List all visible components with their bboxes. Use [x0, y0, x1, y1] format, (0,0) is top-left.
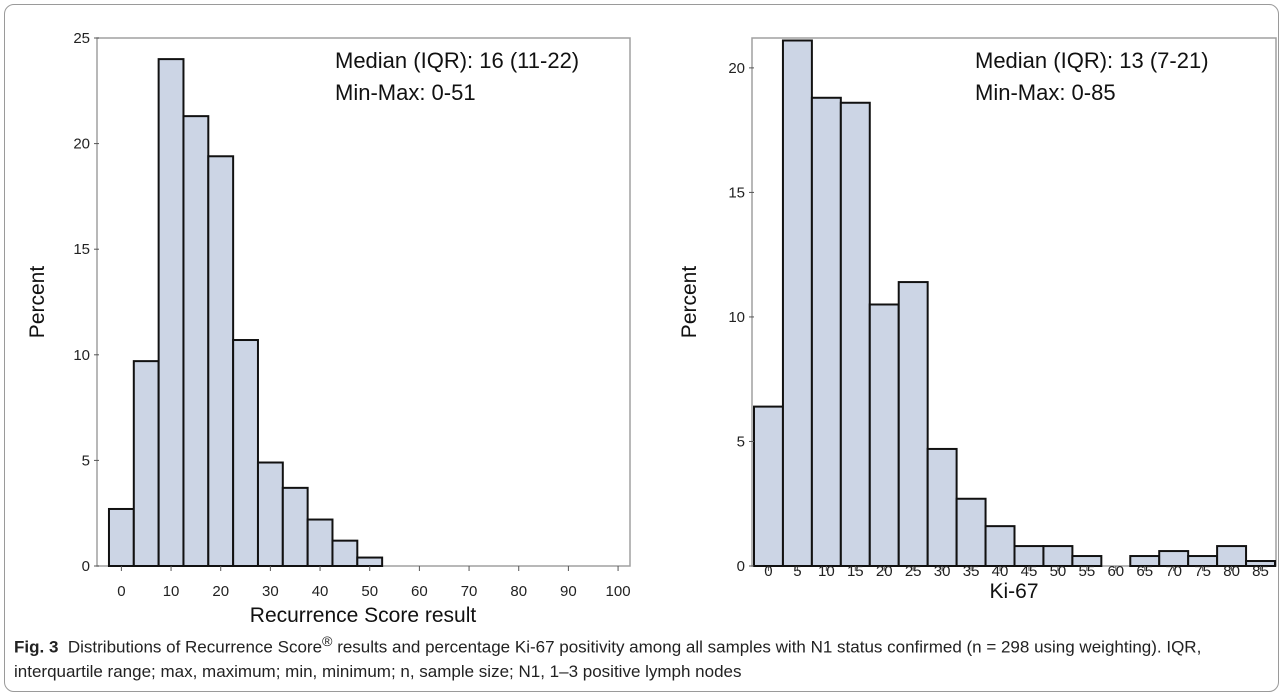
x-axis-title: Ki-67: [989, 580, 1038, 603]
y-tick-label: 5: [737, 433, 745, 450]
y-tick-label: 0: [82, 558, 90, 575]
x-tick-label: 40: [992, 563, 1009, 580]
histogram-bar: [232, 339, 259, 567]
histogram-bar: [356, 556, 384, 568]
x-tick-label: 65: [1136, 563, 1153, 580]
x-tick-label: 5: [793, 563, 801, 580]
histogram-bar: [781, 39, 813, 568]
y-tick-label: 15: [728, 184, 745, 201]
histogram-bar: [984, 525, 1016, 567]
histogram-bar: [753, 405, 784, 567]
annotation-min-max: Min-Max: 0-85: [975, 80, 1116, 105]
x-tick-label: 35: [963, 563, 980, 580]
x-tick-label: 80: [510, 583, 527, 600]
x-tick-label: 10: [163, 583, 180, 600]
x-tick-label: 10: [818, 563, 835, 580]
x-tick-label: 80: [1223, 563, 1240, 580]
bars-group: [107, 58, 384, 568]
x-tick-label: 60: [1107, 563, 1124, 580]
x-tick-label: 90: [560, 583, 577, 600]
histogram-bar: [926, 447, 958, 567]
histogram-bar: [810, 96, 842, 567]
y-tick-group: 0 5 10 15 20 25: [73, 30, 99, 575]
chart-ki67: 0 5 10 15 20 25 30 35 40 45 50 55 60 65 70 75 80 85 0 5 10 1…: [678, 37, 1277, 603]
histogram-bar: [107, 507, 135, 568]
x-tick-label: 45: [1021, 563, 1038, 580]
figure-frame: [4, 4, 1279, 692]
histogram-bar: [306, 518, 334, 568]
caption-text-part1: Distributions of Recurrence Score: [67, 637, 323, 657]
histogram-bar: [132, 360, 160, 567]
figure-caption: Fig. 3 Distributions of Recurrence Score…: [14, 630, 1269, 684]
histogram-bar: [331, 539, 359, 568]
histogram-bar: [897, 281, 929, 567]
x-tick-label: 40: [312, 583, 329, 600]
x-tick-label: 0: [764, 563, 772, 580]
histogram-bar: [839, 101, 871, 567]
x-tick-label: 50: [361, 583, 378, 600]
x-tick-group: 0 5 10 15 20 25 30 35 40 45 50 55 60 65 70 75 80 85: [764, 563, 1269, 580]
histogram-bar: [207, 155, 235, 567]
y-tick-label: 0: [737, 558, 745, 575]
caption-registered-mark: ®: [322, 634, 333, 650]
x-tick-label: 100: [606, 583, 631, 600]
annotation-median-iqr: Median (IQR): 13 (7-21): [975, 48, 1209, 73]
histogram-bar: [868, 303, 900, 567]
y-tick-label: 15: [73, 241, 90, 258]
x-tick-label: 70: [461, 583, 478, 600]
x-tick-label: 25: [905, 563, 922, 580]
histogram-bar: [281, 486, 309, 567]
y-tick-group: 0 5 10 15 20: [728, 60, 754, 575]
x-tick-label: 30: [934, 563, 951, 580]
x-tick-label: 85: [1252, 563, 1269, 580]
y-tick-label: 25: [73, 30, 90, 47]
annotation-median-iqr: Median (IQR): 16 (11-22): [335, 48, 579, 73]
x-tick-label: 75: [1194, 563, 1211, 580]
y-axis-title: Percent: [678, 266, 701, 339]
y-tick-label: 20: [728, 60, 745, 77]
histogram-bar: [182, 115, 210, 567]
x-tick-label: 70: [1165, 563, 1182, 580]
caption-label: Fig. 3: [14, 637, 59, 657]
x-tick-label: 60: [411, 583, 428, 600]
x-tick-label: 20: [876, 563, 893, 580]
y-tick-label: 5: [82, 452, 90, 469]
x-tick-label: 30: [262, 583, 279, 600]
x-tick-label: 50: [1050, 563, 1067, 580]
y-tick-label: 20: [73, 136, 90, 153]
x-tick-group: 0 10 20 30 40 50 60 70 80 90 100: [117, 566, 631, 600]
histogram-bar: [256, 461, 284, 567]
x-axis-title: Recurrence Score result: [250, 604, 477, 627]
annotation-min-max: Min-Max: 0-51: [335, 80, 476, 105]
bars-group: [753, 39, 1276, 568]
x-tick-label: 20: [212, 583, 229, 600]
y-axis-title: Percent: [26, 266, 49, 339]
x-tick-label: 0: [117, 583, 125, 600]
histogram-bar: [157, 58, 185, 568]
y-tick-label: 10: [73, 347, 90, 364]
histogram-bar: [955, 497, 987, 568]
chart-recurrence-score: 0 10 20 30 40 50 60 70 80 90 100 0 5 10 15 20 25 Recurr…: [26, 30, 631, 627]
x-tick-label: 55: [1079, 563, 1096, 580]
caption-text-part2: results and percentage Ki-67 positivity …: [14, 637, 1202, 681]
x-tick-label: 15: [847, 563, 864, 580]
y-tick-label: 10: [728, 309, 745, 326]
